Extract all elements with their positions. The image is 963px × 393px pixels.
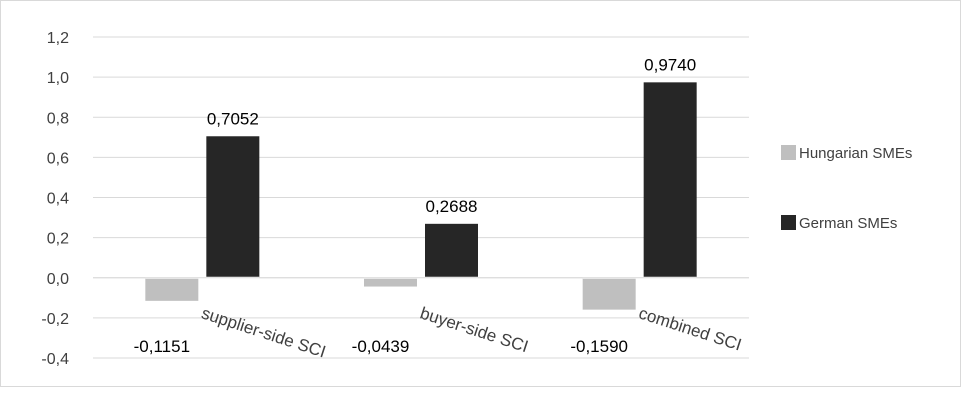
y-tick-label: 0,8 [47, 110, 69, 127]
data-label: 0,9740 [644, 55, 696, 74]
bar-german-smes [643, 82, 697, 278]
bars [145, 82, 697, 310]
y-tick-label: 0,6 [47, 150, 69, 167]
y-tick-label: 1,0 [47, 70, 69, 87]
bar-german-smes [425, 223, 478, 278]
data-label: -0,0439 [352, 337, 410, 356]
legend-swatch [781, 145, 796, 160]
data-label: 0,2688 [426, 197, 478, 216]
y-tick-label: 1,2 [47, 30, 69, 47]
data-label: -0,1151 [134, 337, 190, 356]
x-category-label: buyer-side SCI [418, 303, 531, 356]
y-tick-label: 0,4 [47, 191, 69, 208]
y-tick-label: -0,4 [41, 351, 69, 368]
y-axis: 1,2 1,0 0,8 0,6 0,4 0,2 0,0 -0,2 -0,4 [41, 30, 69, 368]
bar-hungarian-smes [145, 277, 199, 301]
data-label: -0,1590 [570, 337, 628, 356]
x-category-label: combined SCI [636, 303, 743, 354]
y-tick-label: -0,2 [41, 311, 69, 328]
bar-hungarian-smes [364, 277, 417, 287]
category-labels: supplier-side SCI buyer-side SCI combined … [199, 303, 744, 361]
legend: Hungarian SMEs German SMEs [781, 145, 912, 232]
legend-label: German SMEs [799, 215, 897, 232]
y-tick-label: 0,0 [47, 271, 69, 288]
x-category-label: supplier-side SCI [199, 303, 328, 361]
y-tick-label: 0,2 [47, 231, 69, 248]
bar-german-smes [206, 136, 260, 278]
legend-label: Hungarian SMEs [799, 145, 912, 162]
data-label: 0,7052 [207, 109, 259, 128]
legend-swatch [781, 215, 796, 230]
value-labels: -0,1151 0,7052 -0,0439 0,2688 -0,1590 0,9740 [134, 55, 697, 356]
bar-hungarian-smes [582, 277, 636, 310]
